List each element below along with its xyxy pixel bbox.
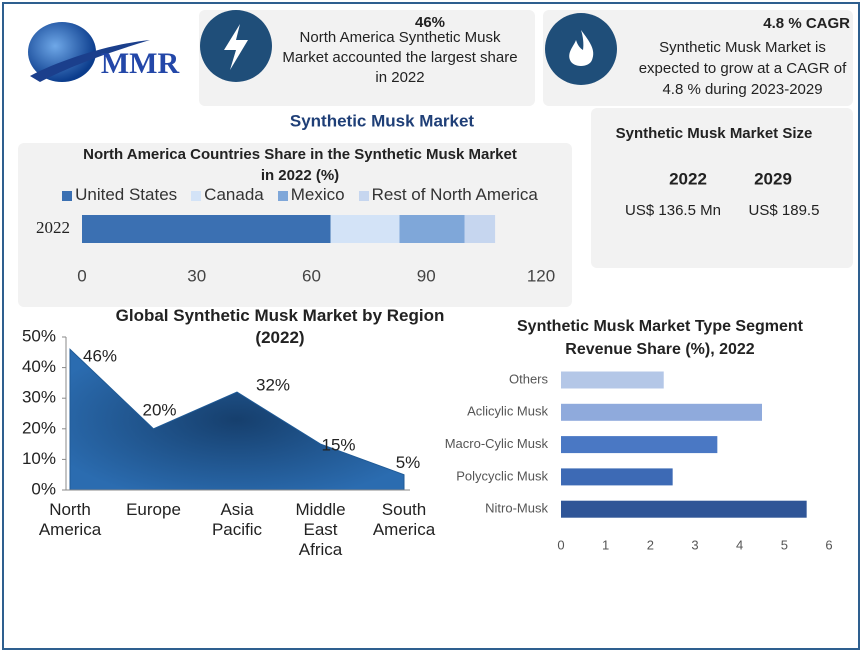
logo-swoosh [30, 40, 150, 82]
data-label: 46% [83, 347, 117, 366]
x-tick-label: South America [373, 500, 436, 539]
logo-globe [28, 22, 96, 82]
y-tick-label: Nitro-Musk [485, 501, 548, 516]
area [69, 348, 405, 491]
x-tick-label: Middle East Africa [295, 500, 345, 559]
legend-item: Canada [191, 185, 264, 205]
size-value: US$ 189.5 [749, 202, 820, 219]
label-line: Middle [295, 500, 345, 519]
bar [561, 500, 807, 518]
icon [569, 30, 594, 66]
size-year: 2029 [754, 169, 792, 188]
y-tick-label: 30% [22, 388, 56, 407]
bar [561, 468, 673, 486]
x-tick-label: 0 [77, 266, 86, 285]
x-tick-label: Europe [126, 500, 181, 519]
x-tick-label: 0 [557, 537, 564, 552]
bar-segment [82, 215, 331, 243]
data-label: 32% [256, 376, 290, 395]
x-tick-label: 3 [691, 537, 698, 552]
y-tick-label: Polycyclic Musk [456, 468, 548, 483]
label-line: Asia [220, 500, 254, 519]
label-line: Europe [126, 500, 181, 519]
x-tick-label: 6 [825, 537, 832, 552]
label-line: South [382, 500, 426, 519]
callout-panel [543, 10, 853, 106]
y-tick-label: 40% [22, 357, 56, 376]
y-tick-label: Aclicylic Musk [467, 404, 548, 419]
legend-item: Rest of North America [358, 185, 538, 205]
bar-segment [399, 215, 465, 243]
data-label: 5% [396, 453, 421, 472]
x-tick-label: Asia Pacific [212, 500, 263, 539]
label-line: Africa [299, 540, 343, 559]
bar [561, 436, 718, 454]
legend-label: Mexico [290, 185, 345, 204]
y-tick-label: 2022 [36, 218, 70, 237]
callout-text: Synthetic Musk Market is expected to gro… [638, 39, 847, 98]
chart-title: Synthetic Musk Market Type Segment Reven… [517, 318, 803, 358]
x-tick-label: 5 [781, 537, 788, 552]
size-value: US$ 136.5 Mn [625, 202, 721, 219]
bar-segment [464, 215, 496, 243]
y-tick-label: 0% [31, 479, 56, 498]
x-tick-label: North America [39, 500, 102, 539]
legend-swatch [191, 190, 202, 201]
legend-swatch [358, 190, 369, 201]
x-tick-label: 2 [647, 537, 654, 552]
x-tick-label: 120 [527, 266, 555, 285]
y-tick-label: 20% [22, 418, 56, 437]
size-title: Synthetic Musk Market Size [616, 125, 813, 142]
y-tick-label: Others [509, 371, 549, 386]
legend-swatch [62, 190, 73, 201]
callout-panel [199, 10, 535, 106]
legend-item: United States [62, 185, 177, 205]
label-line: America [39, 520, 102, 539]
x-tick-label: 30 [187, 266, 206, 285]
size-panel [591, 108, 853, 268]
label-line: Pacific [212, 520, 263, 539]
label-line: America [373, 520, 436, 539]
x-tick-label: 4 [736, 537, 743, 552]
legend: United States Canada Mexico Rest of North A… [30, 185, 570, 205]
logo-text: MMR [101, 47, 180, 80]
x-tick-label: 1 [602, 537, 609, 552]
legend-label: United States [75, 185, 178, 204]
data-label: 20% [142, 400, 176, 419]
bar-segment [330, 215, 400, 243]
label-line: East [303, 520, 337, 539]
x-tick-label: 60 [302, 266, 321, 285]
y-tick-label: 10% [22, 449, 56, 468]
y-tick-label: 50% [22, 326, 56, 345]
chart-title: Global Synthetic Musk Market by Region (… [115, 306, 445, 347]
bar [561, 371, 664, 389]
x-tick-label: 90 [417, 266, 436, 285]
legend-label: Canada [204, 185, 264, 204]
callout-title: 46% [414, 14, 446, 31]
chart-title: North America Countries Share in the Syn… [83, 146, 517, 184]
legend-swatch [277, 190, 288, 201]
data-label: 15% [321, 436, 355, 455]
size-year: 2022 [669, 169, 707, 188]
legend-label: Rest of North America [371, 185, 538, 204]
legend-item: Mexico [277, 185, 345, 205]
callout-text: North America Synthetic Musk Market acco… [282, 29, 518, 86]
callout-title: 4.8 % CAGR [763, 15, 850, 32]
y-tick-label: Macro-Cylic Musk [445, 436, 549, 451]
label-line: North [49, 500, 91, 519]
icon [224, 24, 248, 70]
bar [561, 403, 762, 421]
main-title: Synthetic Musk Market [290, 111, 475, 130]
